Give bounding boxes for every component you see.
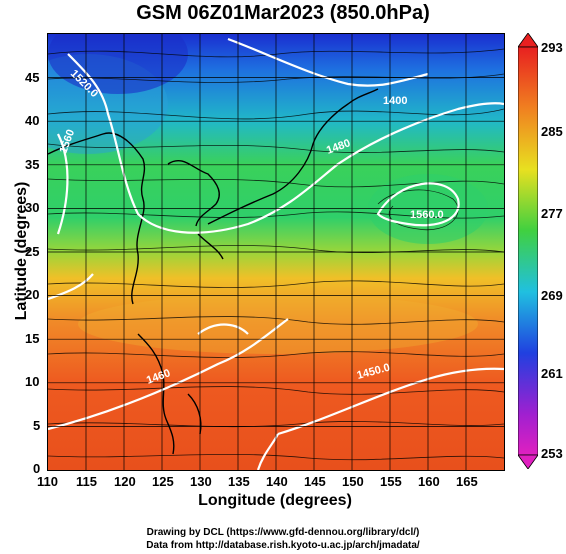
y-tick-label: 45	[25, 70, 40, 85]
y-tick-label: 5	[33, 418, 41, 433]
colorbar-label: 277	[541, 206, 563, 221]
x-tick-label: 125	[152, 474, 174, 489]
colorbar-label: 261	[541, 366, 563, 381]
x-tick-label: 165	[456, 474, 478, 489]
map-canvas: 1520.0 1560 1400 1560.0 1480 1460 1450.0	[48, 34, 504, 470]
coastlines	[48, 88, 379, 455]
x-tick-label: 115	[76, 474, 97, 489]
x-tick-label: 120	[114, 474, 136, 489]
y-tick-label: 10	[25, 374, 40, 389]
x-tick-label: 140	[266, 474, 288, 489]
x-tick-label: 110	[37, 474, 58, 489]
map-plot-area: 1520.0 1560 1400 1560.0 1480 1460 1450.0	[47, 33, 505, 471]
y-tick-label: 15	[25, 331, 40, 346]
colorbar-scale	[518, 46, 538, 456]
x-tick-label: 130	[190, 474, 212, 489]
footer-credit-dcl: Drawing by DCL (https://www.gfd-dennou.o…	[146, 527, 420, 538]
contours	[48, 37, 504, 470]
x-tick-label: 135	[228, 474, 250, 489]
chart-title: GSM 06Z01Mar2023 (850.0hPa)	[136, 2, 430, 24]
x-tick-label: 155	[380, 474, 402, 489]
y-tick-label: 40	[25, 113, 40, 128]
x-axis-label: Longitude (degrees)	[198, 492, 352, 509]
contour-label: 1560.0	[410, 209, 444, 221]
y-axis-label: Latitude (degrees)	[13, 181, 30, 321]
cold-region-north	[48, 34, 188, 94]
colorbar-label: 253	[541, 446, 563, 461]
colorbar-label: 285	[541, 124, 563, 139]
colorbar-label: 269	[541, 288, 563, 303]
colorbar-bottom-arrow	[518, 454, 538, 469]
y-tick-label: 35	[25, 157, 40, 172]
colorbar	[518, 33, 538, 469]
colorbar-label: 293	[541, 40, 563, 55]
footer-data-source: Data from http://database.rish.kyoto-u.a…	[146, 540, 420, 551]
warm-band	[78, 294, 478, 354]
x-tick-label: 160	[418, 474, 440, 489]
y-tick-label: 25	[25, 244, 40, 259]
y-tick-label: 20	[25, 287, 40, 302]
x-tick-label: 145	[304, 474, 326, 489]
gridlines	[48, 34, 504, 470]
contour-label: 1400	[383, 95, 407, 107]
streamlines	[48, 48, 504, 461]
colorbar-top-arrow	[518, 33, 538, 48]
y-tick-label: 0	[33, 461, 41, 476]
y-tick-label: 30	[25, 200, 40, 215]
x-tick-label: 150	[342, 474, 364, 489]
